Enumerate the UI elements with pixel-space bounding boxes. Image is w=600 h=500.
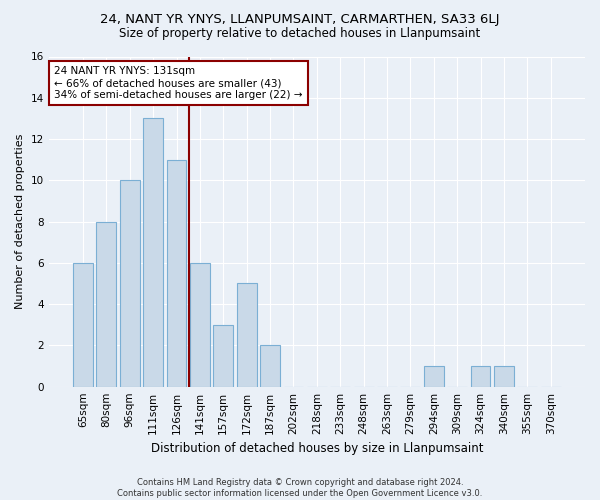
Bar [260,346,280,387]
Bar [494,366,514,386]
Bar [143,118,163,386]
Text: Size of property relative to detached houses in Llanpumsaint: Size of property relative to detached ho… [119,28,481,40]
Y-axis label: Number of detached properties: Number of detached properties [15,134,25,310]
Bar [214,325,233,386]
Text: Contains HM Land Registry data © Crown copyright and database right 2024.
Contai: Contains HM Land Registry data © Crown c… [118,478,482,498]
Bar [73,263,93,386]
Bar [470,366,490,386]
Bar [237,284,257,387]
Bar [424,366,443,386]
Text: 24 NANT YR YNYS: 131sqm
← 66% of detached houses are smaller (43)
34% of semi-de: 24 NANT YR YNYS: 131sqm ← 66% of detache… [54,66,302,100]
Bar [97,222,116,386]
Bar [120,180,140,386]
Text: 24, NANT YR YNYS, LLANPUMSAINT, CARMARTHEN, SA33 6LJ: 24, NANT YR YNYS, LLANPUMSAINT, CARMARTH… [100,12,500,26]
X-axis label: Distribution of detached houses by size in Llanpumsaint: Distribution of detached houses by size … [151,442,483,455]
Bar [190,263,210,386]
Bar [167,160,187,386]
